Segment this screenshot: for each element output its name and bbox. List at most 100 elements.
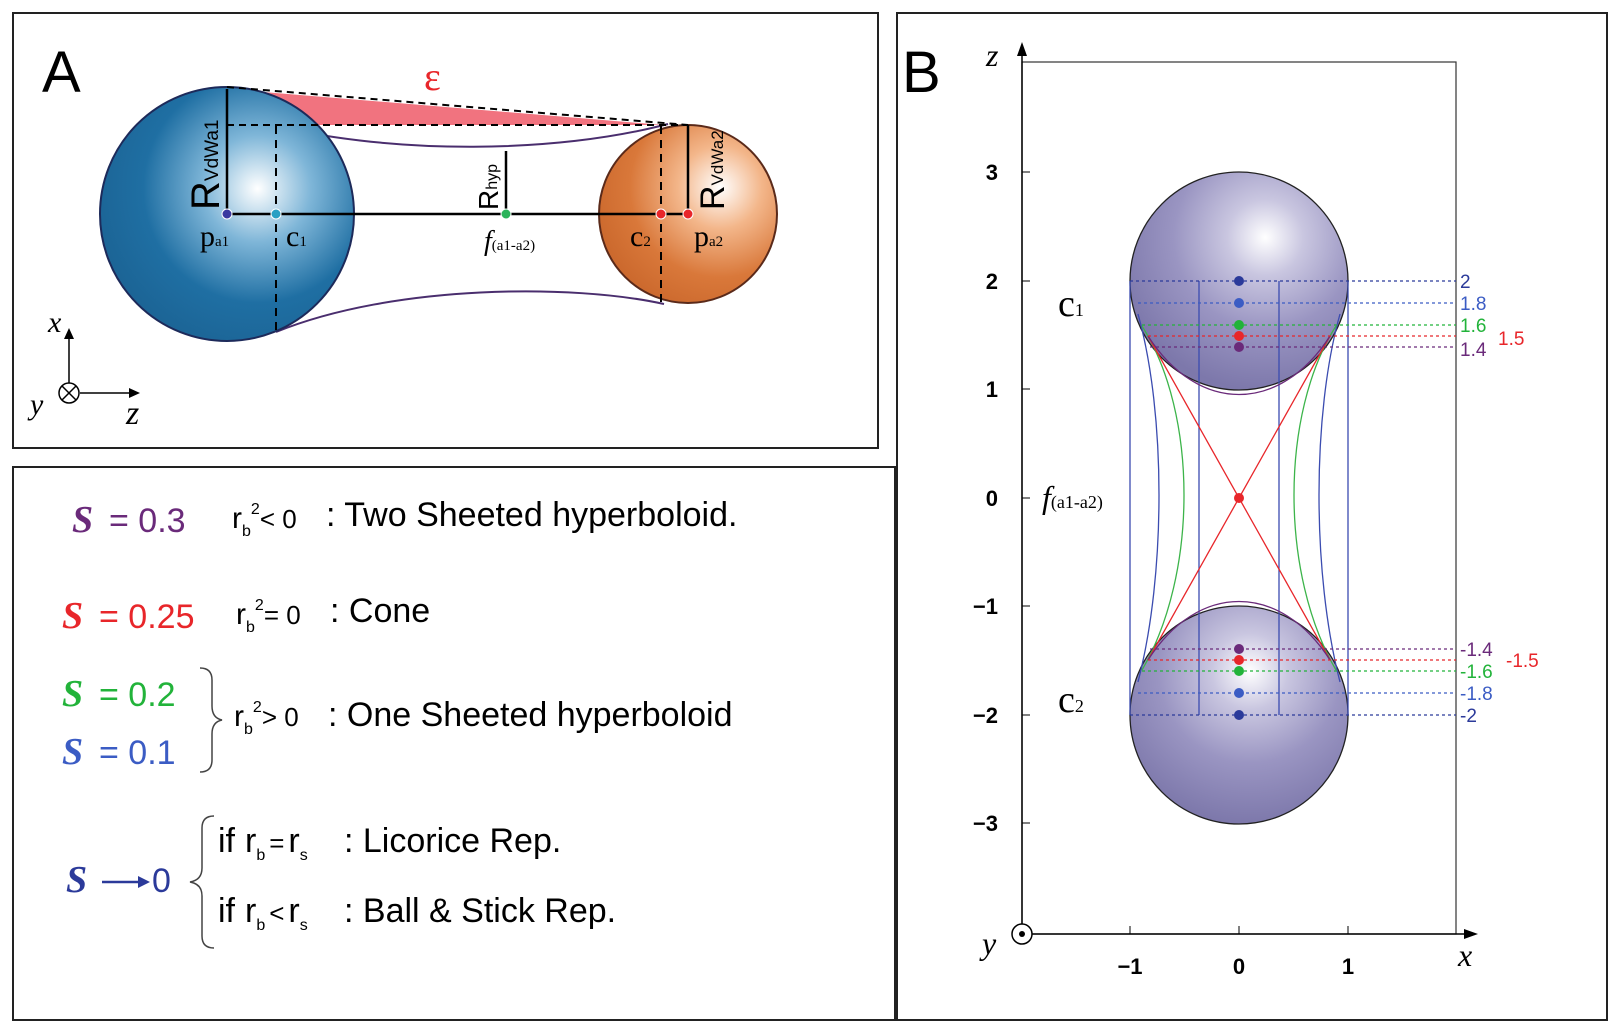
value-label: 2 xyxy=(1460,272,1471,293)
x-axis-label: x xyxy=(1457,937,1472,973)
value-label: 1.8 xyxy=(1460,294,1486,315)
axis-x-label: x xyxy=(47,306,62,339)
value-label: -1.8 xyxy=(1460,684,1493,705)
axis-y-label: y xyxy=(27,388,44,421)
upper-value-lines xyxy=(1130,280,1456,348)
licorice-description: : Licorice Rep. xyxy=(344,822,561,860)
z-tick-label: 1 xyxy=(986,377,998,402)
licorice-condition: if rb = rs xyxy=(218,822,308,864)
panel-a-axes: x y z xyxy=(27,306,140,432)
legend-row-limit: S 0 if rb = rs : Licorice Rep. if rb < rs : Ba… xyxy=(66,815,616,949)
panel-b-diagram: B z x y 3 2 1 0 −1 −2 −3 −1 0 1 xyxy=(902,37,1539,979)
condition: rb2> 0 xyxy=(234,699,299,738)
legend-row-cone: S = 0.25 rb2= 0 : Cone xyxy=(62,592,430,637)
rvdwa2-label: RVdWa2 xyxy=(694,130,732,210)
condition: rb2= 0 xyxy=(236,597,301,636)
value-label: -1.5 xyxy=(1506,651,1539,672)
value-label: -1.4 xyxy=(1460,640,1493,661)
z-tick-label: −3 xyxy=(973,811,998,836)
c2-label: c2 xyxy=(1058,679,1084,721)
c2-label: c2 xyxy=(630,220,651,253)
f-label: f(a1-a2) xyxy=(484,226,535,257)
s-symbol: S xyxy=(72,499,93,541)
s-symbol: S xyxy=(62,731,83,773)
value-label: -1.6 xyxy=(1460,662,1493,683)
limit-value: 0 xyxy=(152,862,171,900)
svg-text:Rhyp: Rhyp xyxy=(473,164,504,210)
z-tick-label: 0 xyxy=(986,486,998,511)
c1-label: c1 xyxy=(286,220,307,253)
rvdwa1-label: RVdWa1 xyxy=(184,120,228,211)
value-label: -2 xyxy=(1460,706,1477,727)
description: : Two Sheeted hyperboloid. xyxy=(326,496,737,534)
pa2-point xyxy=(682,208,694,220)
pa1-label: pa1 xyxy=(200,220,229,253)
z-axis-label: z xyxy=(985,37,999,73)
x-axis-arrowhead xyxy=(1464,929,1478,939)
limit-arrowhead xyxy=(138,876,150,888)
curve-s01-inner-left xyxy=(1137,313,1160,683)
s-symbol: S xyxy=(66,859,87,901)
epsilon-label: ε xyxy=(424,54,441,99)
epsilon-top-dashed xyxy=(226,86,689,126)
legend-row-two-sheet: S = 0.3 rb2< 0 : Two Sheeted hyperboloid… xyxy=(72,496,737,541)
panel-b: B z x y 3 2 1 0 −1 −2 −3 −1 0 1 xyxy=(896,12,1608,1021)
x-ticks: −1 0 1 xyxy=(1117,926,1354,979)
z-axis-arrowhead xyxy=(1017,42,1027,56)
ballstick-description: : Ball & Stick Rep. xyxy=(344,892,616,930)
panel-a: A ε RVdWa1 Rhyp RVdWa2 pa1 c1 f(a1-a2) c… xyxy=(12,12,879,449)
c1-label: c1 xyxy=(1058,283,1084,325)
s-symbol: S xyxy=(62,673,83,715)
s-value: = 0.1 xyxy=(99,734,176,772)
rhyp-label: Rhyp xyxy=(473,164,504,210)
center-points xyxy=(1234,276,1244,720)
y-axis-label: y xyxy=(979,925,997,961)
c2-point xyxy=(655,208,667,220)
c1-point xyxy=(270,208,282,220)
x-tick-label: 0 xyxy=(1233,954,1245,979)
svg-text:RVdWa2: RVdWa2 xyxy=(694,130,732,210)
z-tick-label: 2 xyxy=(986,269,998,294)
description: : One Sheeted hyperboloid xyxy=(328,696,733,734)
curve-s03-lower xyxy=(1147,601,1331,661)
z-tick-label: −1 xyxy=(973,594,998,619)
s-value: = 0.2 xyxy=(99,676,176,714)
description: : Cone xyxy=(330,592,430,630)
axis-z-label: z xyxy=(125,395,139,432)
value-label: 1.5 xyxy=(1498,329,1524,350)
legend-content: S = 0.3 rb2< 0 : Two Sheeted hyperboloid… xyxy=(62,496,737,949)
legend-panel: S = 0.3 rb2< 0 : Two Sheeted hyperboloid… xyxy=(12,466,896,1021)
z-ticks: 3 2 1 0 −1 −2 −3 xyxy=(973,160,1030,836)
svg-text:RVdWa1: RVdWa1 xyxy=(184,120,228,211)
curve-s02-left xyxy=(1141,325,1185,671)
x-tick-label: −1 xyxy=(1117,954,1142,979)
condition: rb2< 0 xyxy=(232,501,297,540)
pa1-point xyxy=(221,208,233,220)
brace xyxy=(199,667,223,773)
value-label: 1.4 xyxy=(1460,340,1487,361)
hyperbola-upper-curve xyxy=(275,123,669,148)
panel-a-diagram: A ε RVdWa1 Rhyp RVdWa2 pa1 c1 f(a1-a2) c… xyxy=(27,40,778,432)
pa2-label: pa2 xyxy=(694,220,723,253)
panel-a-label: A xyxy=(42,40,81,105)
s-value: = 0.3 xyxy=(109,502,186,540)
z-tick-label: −2 xyxy=(973,703,998,728)
ballstick-condition: if rb < rs xyxy=(218,892,308,934)
s-value: = 0.25 xyxy=(99,598,194,636)
s-symbol: S xyxy=(62,595,83,637)
panel-b-label: B xyxy=(902,40,941,105)
x-tick-label: 1 xyxy=(1342,954,1354,979)
curve-s01-inner-right xyxy=(1318,313,1341,683)
upper-value-labels: 2 1.8 1.6 1.5 1.4 xyxy=(1460,272,1524,361)
z-tick-label: 3 xyxy=(986,160,998,185)
value-label: 1.6 xyxy=(1460,316,1486,337)
legend-row-one-sheet: S = 0.2 S = 0.1 rb2> 0 : One Sheeted hyp… xyxy=(62,667,733,773)
lower-value-lines xyxy=(1130,648,1456,716)
f-label: f(a1-a2) xyxy=(1042,479,1103,515)
f-point xyxy=(500,208,512,220)
lower-value-labels: -1.4 -1.5 -1.6 -1.8 -2 xyxy=(1460,640,1539,727)
hyperbola-lower-curve xyxy=(275,290,665,333)
curve-s03-upper xyxy=(1147,335,1331,395)
epsilon-region xyxy=(227,89,664,125)
brace xyxy=(189,815,215,949)
